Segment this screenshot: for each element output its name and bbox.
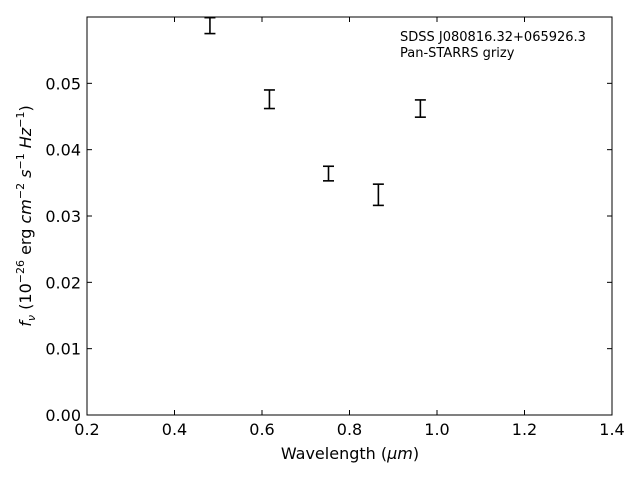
y-tick-label: 0.05 bbox=[45, 74, 81, 93]
y-tick-label: 0.02 bbox=[45, 273, 81, 292]
axis-ticks: 0.2 0.4 0.6 0.8 1.0 1.2 1.4 0.00 0.01 0.02 0.03 0.0… bbox=[45, 17, 625, 439]
x-tick-label: 0.4 bbox=[162, 420, 187, 439]
plot-frame bbox=[86, 16, 613, 416]
data-point-errorbar bbox=[414, 99, 426, 118]
y-tick-label: 0.01 bbox=[45, 340, 81, 359]
data-points bbox=[204, 17, 426, 207]
data-point-errorbar bbox=[323, 165, 334, 182]
x-tick-label: 1.4 bbox=[599, 420, 624, 439]
plot-area bbox=[87, 17, 612, 415]
x-tick-label: 0.8 bbox=[337, 420, 362, 439]
y-axis-label: fν (10−26 erg cm−2 s−1 Hz−1) bbox=[14, 105, 38, 326]
x-tick-label: 1.2 bbox=[512, 420, 537, 439]
x-tick-label: 1.0 bbox=[424, 420, 449, 439]
x-axis-label: Wavelength (μm) bbox=[281, 444, 419, 463]
annotation-survey: Pan-STARRS grizy bbox=[400, 46, 515, 61]
x-tick-label: 0.6 bbox=[249, 420, 274, 439]
data-point-errorbar bbox=[204, 17, 216, 35]
annotation-object-name: SDSS J080816.32+065926.3 bbox=[400, 30, 586, 45]
y-tick-label: 0.03 bbox=[45, 207, 81, 226]
x-tick-label: 0.2 bbox=[74, 420, 99, 439]
y-tick-label: 0.00 bbox=[45, 406, 81, 425]
data-point-errorbar bbox=[263, 89, 275, 110]
data-point-errorbar bbox=[372, 183, 384, 207]
y-tick-label: 0.04 bbox=[45, 141, 81, 160]
